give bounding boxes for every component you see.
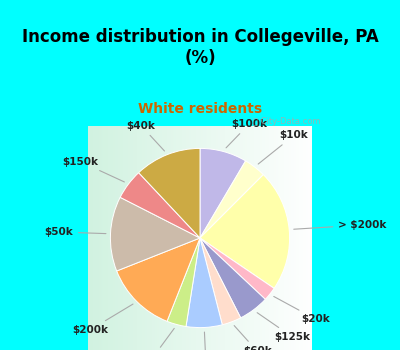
Text: $40k: $40k <box>126 120 164 151</box>
Text: $50k: $50k <box>44 227 106 237</box>
Wedge shape <box>186 238 222 328</box>
Text: $200k: $200k <box>72 304 133 335</box>
Wedge shape <box>200 238 241 325</box>
Text: $100k: $100k <box>226 119 267 148</box>
Wedge shape <box>110 197 200 271</box>
Wedge shape <box>200 148 246 238</box>
Text: $60k: $60k <box>234 326 272 350</box>
Text: $150k: $150k <box>62 156 124 182</box>
Wedge shape <box>200 238 265 318</box>
Text: $125k: $125k <box>257 313 310 342</box>
Text: ⓘ City-Data.com: ⓘ City-Data.com <box>254 117 321 126</box>
Text: Income distribution in Collegeville, PA
(%): Income distribution in Collegeville, PA … <box>22 28 378 66</box>
Text: $75k: $75k <box>191 332 220 350</box>
Wedge shape <box>120 173 200 238</box>
Text: $10k: $10k <box>258 130 308 164</box>
Wedge shape <box>117 238 200 321</box>
Wedge shape <box>167 238 200 327</box>
Text: $30k: $30k <box>139 328 174 350</box>
Wedge shape <box>139 148 200 238</box>
Text: > $200k: > $200k <box>294 220 387 230</box>
Text: White residents: White residents <box>138 102 262 116</box>
Wedge shape <box>200 175 290 288</box>
Wedge shape <box>200 238 274 299</box>
Wedge shape <box>200 161 263 238</box>
Text: $20k: $20k <box>274 296 330 324</box>
